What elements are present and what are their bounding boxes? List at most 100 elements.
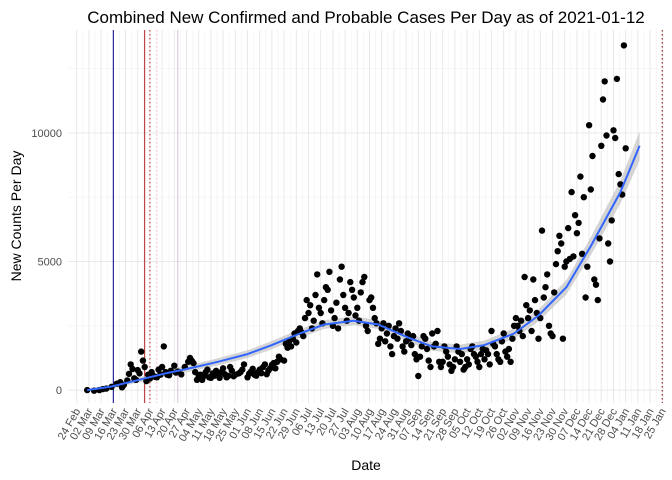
data-point	[397, 327, 405, 335]
data-point	[321, 296, 328, 304]
data-point	[476, 363, 483, 371]
data-point	[327, 307, 335, 314]
data-point	[432, 340, 439, 347]
data-point	[598, 142, 605, 149]
grid-lines	[68, 30, 664, 403]
data-point	[314, 271, 321, 278]
data-point	[458, 350, 465, 358]
data-point	[587, 186, 594, 193]
smooth-curve	[87, 145, 641, 392]
data-point	[601, 78, 608, 85]
data-point	[451, 356, 459, 363]
data-point	[138, 348, 145, 355]
data-point	[620, 42, 628, 49]
data-point	[493, 350, 500, 358]
data-point	[603, 132, 610, 139]
data-point	[371, 314, 378, 322]
data-point	[326, 268, 333, 275]
data-point	[361, 273, 368, 281]
data-point	[415, 372, 422, 380]
data-point	[345, 309, 352, 317]
data-point	[570, 253, 577, 260]
data-point	[444, 353, 452, 360]
data-point	[544, 271, 551, 278]
data-point	[481, 356, 488, 363]
data-point	[408, 341, 415, 349]
data-point	[258, 370, 265, 377]
data-point	[472, 353, 479, 360]
data-point	[528, 327, 535, 335]
data-point	[422, 335, 429, 342]
data-point	[324, 286, 331, 293]
data-point	[585, 122, 593, 129]
data-point	[565, 224, 572, 232]
x-axis-title: Date	[351, 457, 381, 473]
data-point	[505, 345, 513, 353]
data-point	[437, 363, 445, 371]
data-point	[331, 314, 338, 322]
data-point	[596, 235, 603, 242]
data-point	[338, 263, 345, 270]
data-point	[477, 350, 485, 358]
data-point	[540, 294, 547, 301]
data-point	[538, 227, 546, 234]
chart-title: Combined New Confirmed and Probable Case…	[87, 8, 645, 27]
data-point	[380, 320, 387, 327]
data-point	[507, 358, 514, 365]
data-point	[610, 127, 617, 134]
data-point	[395, 320, 403, 327]
data-point	[352, 312, 359, 319]
data-point	[449, 363, 457, 371]
data-point	[519, 332, 526, 340]
data-point	[293, 339, 300, 346]
data-point	[125, 370, 133, 378]
data-point	[416, 353, 424, 360]
y-tick-label: 5000	[38, 257, 62, 269]
reference-lines	[112, 30, 663, 403]
data-point	[340, 291, 347, 299]
data-point	[394, 335, 401, 342]
data-point	[509, 335, 516, 342]
data-point	[582, 294, 589, 301]
data-point	[463, 356, 471, 363]
data-point	[554, 248, 561, 255]
data-point	[589, 152, 596, 160]
data-point	[517, 317, 525, 324]
data-point	[418, 343, 425, 350]
data-point	[573, 230, 581, 237]
data-point	[305, 309, 312, 317]
data-point	[434, 327, 441, 335]
data-point	[559, 335, 567, 342]
data-point	[387, 343, 394, 350]
data-point	[240, 361, 248, 368]
data-point	[333, 299, 340, 306]
data-point	[383, 330, 391, 337]
data-point	[219, 365, 227, 372]
data-point	[388, 350, 396, 358]
y-axis-tick-labels: 0 5000 10000	[31, 128, 62, 397]
data-point	[399, 343, 406, 350]
data-point	[341, 304, 349, 311]
data-point	[514, 322, 521, 329]
data-point	[504, 353, 511, 360]
data-point	[577, 173, 584, 180]
data-point	[315, 304, 323, 311]
data-point	[429, 330, 436, 337]
data-point	[307, 302, 314, 309]
data-point	[404, 330, 411, 337]
data-point	[261, 361, 269, 368]
data-point	[425, 357, 432, 364]
data-point	[423, 345, 431, 353]
data-point	[171, 362, 178, 369]
data-point	[561, 263, 568, 270]
data-point	[488, 327, 495, 335]
data-points	[84, 42, 629, 394]
data-point	[362, 322, 370, 329]
data-point	[575, 219, 582, 227]
data-point	[497, 358, 504, 365]
data-point	[545, 322, 553, 329]
data-point	[129, 365, 136, 373]
data-point	[376, 335, 384, 342]
